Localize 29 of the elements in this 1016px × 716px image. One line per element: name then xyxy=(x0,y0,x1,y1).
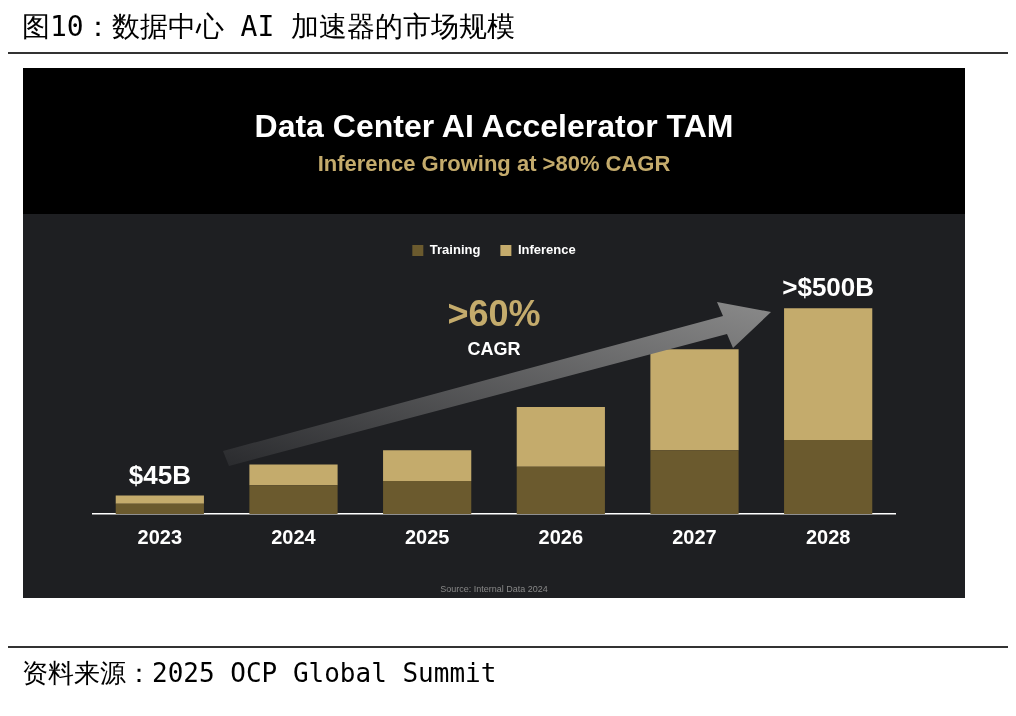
legend-label: Inference xyxy=(517,242,576,258)
bar xyxy=(516,406,605,467)
x-tick-label: 2023 xyxy=(137,525,183,548)
x-tick-label: 2026 xyxy=(538,525,584,548)
chart-subtitle: Inference Growing at >80% CAGR xyxy=(316,151,672,177)
annotation: >$500B xyxy=(782,272,875,303)
bar xyxy=(249,485,338,514)
bar xyxy=(115,503,204,514)
bar xyxy=(249,464,338,486)
source-note: Source: Internal Data 2024 xyxy=(440,583,548,594)
text: 资料来源：2025 OCP Global Summit xyxy=(8,646,1008,691)
bar xyxy=(650,349,739,451)
bar xyxy=(784,439,873,514)
bar xyxy=(784,308,873,440)
x-tick-label: 2027 xyxy=(672,525,717,548)
bar xyxy=(383,481,472,514)
x-tick-label: 2028 xyxy=(805,525,851,548)
bar xyxy=(115,495,204,504)
annotation: >60% xyxy=(447,292,541,334)
chart-title: Data Center AI Accelerator TAM xyxy=(253,108,735,145)
annotation: CAGR xyxy=(467,338,521,359)
x-tick-label: 2024 xyxy=(271,525,317,548)
bar xyxy=(516,466,605,514)
annotation: $45B xyxy=(128,459,191,490)
bar xyxy=(650,450,739,514)
legend-label: Training xyxy=(429,242,481,258)
bar xyxy=(383,450,472,482)
x-tick-label: 2025 xyxy=(404,525,450,548)
caption: 图10：数据中心 AI 加速器的市场规模 xyxy=(8,8,1008,54)
